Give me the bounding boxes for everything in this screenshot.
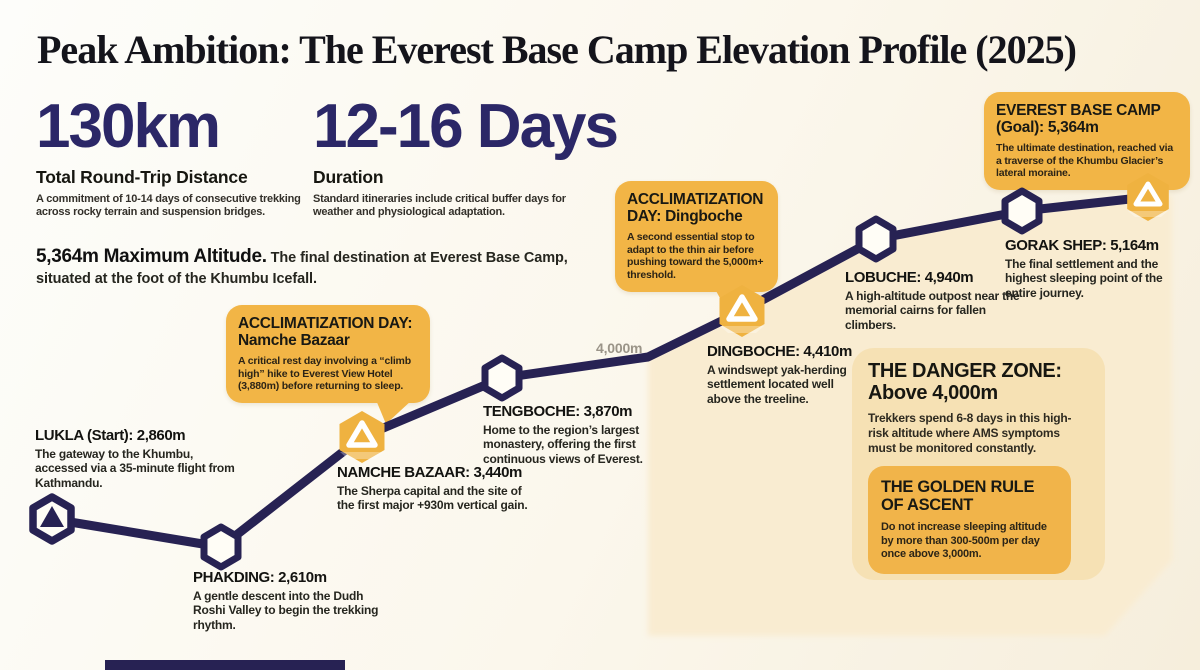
danger-zone-title: THE DANGER ZONE: Above 4,000m — [868, 360, 1089, 404]
waypoint-desc: A windswept yak-herding settlement locat… — [707, 363, 847, 406]
waypoint-desc: The Sherpa capital and the site of the f… — [337, 484, 528, 513]
callout-dingboche-title: ACCLIMATIZATION DAY: Dingboche — [627, 191, 766, 226]
danger-zone-title-line1: THE DANGER ZONE: — [868, 360, 1062, 382]
waypoint-desc: The gateway to the Khumbu, accessed via … — [35, 447, 235, 490]
golden-rule-box: THE GOLDEN RULE OF ASCENT Do not increas… — [868, 466, 1071, 575]
mountain-icon — [40, 506, 64, 527]
waypoint-title: DINGBOCHE: 4,410m — [707, 343, 852, 360]
waypoint-label-lobuche: LOBUCHE: 4,940m A high-altitude outpost … — [845, 269, 1025, 332]
bottom-accent-bar — [105, 660, 345, 670]
mountain-icon — [726, 294, 758, 322]
waypoint-title: LOBUCHE: 4,940m — [845, 269, 974, 286]
max-altitude-lead: 5,364m Maximum Altitude. — [36, 246, 267, 267]
trail-line — [47, 192, 1153, 552]
marker-phakding — [200, 523, 242, 571]
waypoint-desc: A gentle descent into the Dudh Roshi Val… — [193, 589, 379, 632]
golden-rule-title-line1: THE GOLDEN RULE — [881, 478, 1035, 496]
stat-duration: 12-16 Days Duration Standard itineraries… — [313, 96, 643, 220]
callout-namche-title: ACCLIMATIZATION DAY: Namche Bazaar — [238, 315, 418, 350]
callout-ebc-title-line1: EVEREST BASE CAMP — [996, 102, 1161, 119]
waypoint-title: GORAK SHEP: 5,164m — [1005, 237, 1159, 254]
golden-rule-title: THE GOLDEN RULE OF ASCENT — [881, 478, 1058, 515]
waypoint-desc: A high-altitude outpost near the memoria… — [845, 289, 1020, 332]
callout-ebc-title-line2: (Goal): 5,364m — [996, 119, 1099, 137]
callout-namche-title-line2: Namche Bazaar — [238, 332, 350, 350]
waypoint-title: PHAKDING: 2,610m — [193, 569, 327, 586]
stat-description: A commitment of 10-14 days of consecutiv… — [36, 193, 301, 219]
marker-dingboche-acclimatization — [719, 285, 765, 337]
marker-tengboche — [481, 354, 523, 402]
page-title: Peak Ambition: The Everest Base Camp Ele… — [37, 27, 1077, 72]
waypoint-label-dingboche: DINGBOCHE: 4,410m A windswept yak-herdin… — [707, 343, 859, 406]
waypoint-desc: The final settlement and the highest sle… — [1005, 257, 1163, 300]
waypoint-title: TENGBOCHE: 3,870m — [483, 403, 633, 420]
callout-namche-body: A critical rest day involving a “climb h… — [238, 354, 411, 393]
callout-dingboche-body: A second essential stop to adapt to the … — [627, 230, 764, 282]
stat-total-distance: 130km Total Round-Trip Distance A commit… — [36, 96, 314, 220]
golden-rule-body: Do not increase sleeping altitude by mor… — [881, 520, 1047, 561]
max-altitude-note: 5,364m Maximum Altitude. The final desti… — [36, 245, 596, 289]
stat-description: Standard itineraries include critical bu… — [313, 193, 566, 219]
callout-ebc-title: EVEREST BASE CAMP (Goal): 5,364m — [996, 102, 1178, 137]
waypoint-label-namche-bazaar: NAMCHE BAZAAR: 3,440m The Sherpa capital… — [337, 464, 537, 513]
mountain-icon — [346, 420, 378, 448]
mountain-icon — [1133, 181, 1163, 207]
stat-value: 12-16 Days — [313, 92, 619, 161]
waypoint-label-lukla: LUKLA (Start): 2,860m The gateway to the… — [35, 427, 235, 490]
marker-namche-acclimatization — [339, 411, 385, 463]
waypoint-title: LUKLA (Start): 2,860m — [35, 427, 186, 444]
marker-everest-base-camp-goal — [1127, 173, 1169, 221]
stat-label: Total Round-Trip Distance — [36, 167, 248, 187]
waypoint-title: NAMCHE BAZAAR: 3,440m — [337, 464, 522, 481]
stat-label: Duration — [313, 167, 384, 187]
max-altitude-text: The final destination at Everest Base Ca… — [36, 250, 568, 287]
marker-gorak-shep — [1001, 187, 1043, 235]
golden-rule-title-line2: OF ASCENT — [881, 496, 974, 515]
callout-namche-title-line1: ACCLIMATIZATION DAY: — [238, 315, 413, 332]
callout-acclimatization-dingboche: ACCLIMATIZATION DAY: Dingboche A second … — [615, 181, 778, 311]
waypoint-desc: Home to the region’s largest monastery, … — [483, 423, 643, 466]
waypoint-label-tengboche: TENGBOCHE: 3,870m Home to the region’s l… — [483, 403, 688, 466]
danger-zone-title-line2: Above 4,000m — [868, 381, 998, 404]
waypoint-label-gorak-shep: GORAK SHEP: 5,164m The final settlement … — [1005, 237, 1185, 300]
marker-lukla — [29, 493, 75, 545]
waypoint-label-phakding: PHAKDING: 2,610m A gentle descent into t… — [193, 569, 398, 632]
gridline-label-4000m: 4,000m — [596, 340, 643, 356]
marker-lobuche — [855, 215, 897, 263]
callout-dingboche-title-line1: ACCLIMATIZATION — [627, 191, 764, 208]
danger-zone-body: Trekkers spend 6-8 days in this high-ris… — [868, 411, 1072, 456]
stat-value: 130km — [36, 92, 221, 161]
callout-ebc-body: The ultimate destination, reached via a … — [996, 141, 1173, 180]
callout-everest-base-camp: EVEREST BASE CAMP (Goal): 5,364m The ult… — [984, 92, 1190, 207]
callout-dingboche-title-line2: DAY: Dingboche — [627, 208, 743, 226]
